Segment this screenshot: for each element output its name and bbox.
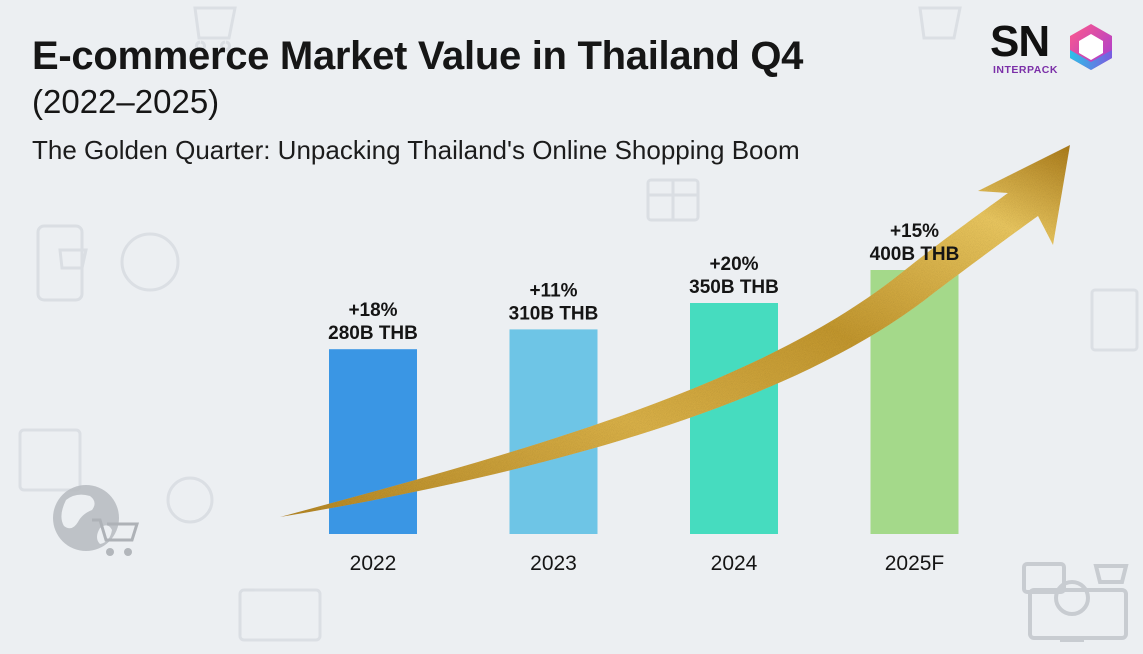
value-label-2025F: 400B THB — [870, 244, 960, 265]
gift-icon-right — [1090, 288, 1139, 352]
x-tick-label-2022: 2022 — [350, 552, 397, 575]
chart-title-years: (2022–2025) — [32, 83, 220, 120]
value-label-2024: 350B THB — [689, 277, 779, 298]
x-tick-label-2025F: 2025F — [885, 552, 945, 575]
growth-label-2024: +20% — [709, 254, 758, 275]
coin-icon — [120, 232, 180, 292]
growth-label-2023: +11% — [529, 280, 577, 301]
gift-icon-left — [18, 428, 82, 492]
brand-logo: SN INTERPACK — [990, 18, 1120, 80]
gift-icon-bottom — [238, 588, 322, 642]
growth-label-2025F: +15% — [890, 221, 939, 242]
logo-hexagon-icon — [1070, 24, 1112, 70]
value-label-2023: 310B THB — [509, 303, 599, 324]
chart-title: E-commerce Market Value in Thailand Q4 — [32, 34, 804, 78]
logo-text: SN — [990, 17, 1050, 66]
cart-icon-top — [193, 6, 237, 52]
bar-2024 — [690, 303, 778, 534]
globe-cart-icon — [53, 485, 140, 556]
computer-cart-icon — [1022, 562, 1129, 642]
chart-subtitle: The Golden Quarter: Unpacking Thailand's… — [32, 135, 800, 165]
x-tick-label-2024: 2024 — [711, 552, 758, 575]
bar-2022 — [329, 349, 417, 534]
x-tick-label-2023: 2023 — [530, 552, 577, 575]
value-label-2022: 280B THB — [328, 323, 418, 344]
cart-icon-top-right — [918, 6, 962, 40]
growth-label-2022: +18% — [348, 300, 397, 321]
labels-layer: +18%280B THB 2022 +11%310B THB 2023 +20%350B… — [328, 221, 959, 575]
logo-subtext: INTERPACK — [993, 64, 1058, 76]
